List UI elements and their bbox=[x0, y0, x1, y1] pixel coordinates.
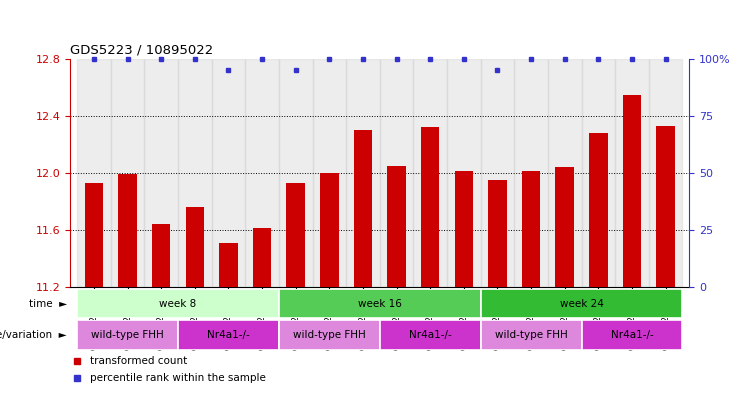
Bar bbox=[481, 289, 682, 318]
Bar bbox=[212, 59, 245, 287]
Bar bbox=[649, 59, 682, 287]
Bar bbox=[615, 59, 649, 287]
Bar bbox=[279, 59, 313, 287]
Bar bbox=[421, 127, 439, 287]
Bar bbox=[388, 166, 406, 287]
Bar bbox=[279, 320, 380, 350]
Bar bbox=[279, 289, 481, 318]
Text: wild-type FHH: wild-type FHH bbox=[91, 330, 164, 340]
Text: week 8: week 8 bbox=[159, 299, 196, 309]
Text: genotype/variation  ►: genotype/variation ► bbox=[0, 330, 67, 340]
Text: wild-type FHH: wild-type FHH bbox=[293, 330, 366, 340]
Bar bbox=[454, 171, 473, 287]
Text: time  ►: time ► bbox=[29, 299, 67, 309]
Bar bbox=[287, 183, 305, 287]
Bar bbox=[488, 180, 507, 287]
Bar bbox=[346, 59, 379, 287]
Bar bbox=[320, 173, 339, 287]
Bar bbox=[152, 224, 170, 287]
Text: percentile rank within the sample: percentile rank within the sample bbox=[90, 373, 266, 384]
Text: wild-type FHH: wild-type FHH bbox=[495, 330, 568, 340]
Bar bbox=[178, 320, 279, 350]
Bar bbox=[514, 59, 548, 287]
Bar bbox=[548, 59, 582, 287]
Bar bbox=[185, 207, 204, 287]
Bar bbox=[657, 126, 675, 287]
Bar bbox=[622, 95, 641, 287]
Bar bbox=[144, 59, 178, 287]
Text: Nr4a1-/-: Nr4a1-/- bbox=[611, 330, 654, 340]
Bar bbox=[77, 320, 178, 350]
Text: transformed count: transformed count bbox=[90, 356, 187, 367]
Bar bbox=[582, 59, 615, 287]
Bar bbox=[353, 130, 372, 287]
Bar bbox=[110, 59, 144, 287]
Bar bbox=[77, 59, 110, 287]
Bar bbox=[481, 320, 582, 350]
Text: Nr4a1-/-: Nr4a1-/- bbox=[207, 330, 250, 340]
Bar bbox=[380, 320, 481, 350]
Bar bbox=[589, 133, 608, 287]
Bar bbox=[178, 59, 212, 287]
Bar bbox=[481, 59, 514, 287]
Bar bbox=[447, 59, 481, 287]
Bar bbox=[413, 59, 447, 287]
Bar bbox=[582, 320, 682, 350]
Bar bbox=[77, 289, 279, 318]
Bar bbox=[245, 59, 279, 287]
Text: week 16: week 16 bbox=[358, 299, 402, 309]
Bar bbox=[219, 243, 238, 287]
Text: Nr4a1-/-: Nr4a1-/- bbox=[409, 330, 451, 340]
Text: GDS5223 / 10895022: GDS5223 / 10895022 bbox=[70, 44, 213, 57]
Bar bbox=[556, 167, 574, 287]
Bar bbox=[119, 174, 137, 287]
Bar bbox=[84, 183, 103, 287]
Bar bbox=[522, 171, 540, 287]
Bar bbox=[380, 59, 413, 287]
Text: week 24: week 24 bbox=[559, 299, 603, 309]
Bar bbox=[253, 228, 271, 287]
Bar bbox=[313, 59, 346, 287]
